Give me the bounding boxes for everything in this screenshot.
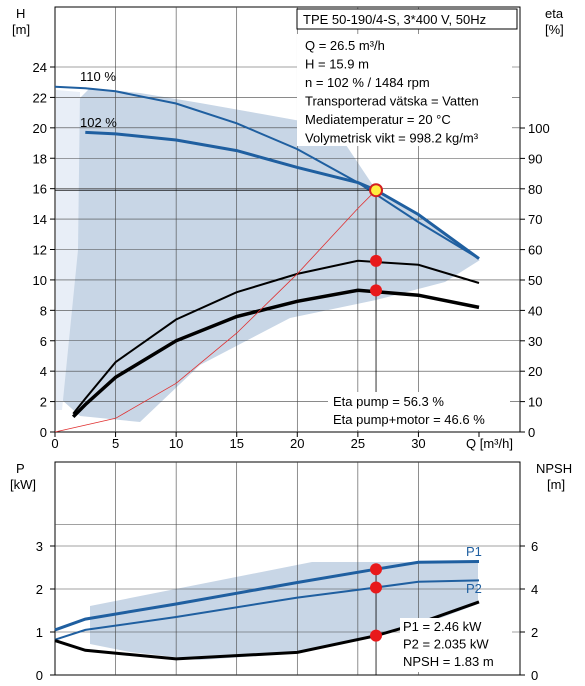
operating-area: [62, 88, 480, 422]
h-tick-label: 12: [33, 243, 47, 258]
npsh-tick-label: 2: [531, 625, 538, 640]
bottom-chart: 0 1 2 3 0 2 4 6 P [kW] NPSH [m] P1 P2 P1 = 2.46…: [10, 461, 572, 683]
h-tick-label: 4: [40, 364, 47, 379]
op-point-p2: [370, 581, 383, 594]
h-tick-label: 22: [33, 90, 47, 105]
h-curve-110: [54, 85, 480, 260]
h-tick-label: 14: [33, 212, 47, 227]
info-line: Transporterad vätska = Vatten: [305, 94, 479, 109]
eta-lines: Eta pump = 56.3 % Eta pump+motor = 46.6 %: [333, 394, 485, 427]
op-point-h: [369, 183, 384, 198]
h-tick-label: 18: [33, 151, 47, 166]
p-tick-label: 1: [36, 625, 43, 640]
top-chart: 0 5 10 15 20 25 30 Q [m³/h]02468101214161820222…: [12, 6, 564, 451]
chart-title: TPE 50-190/4-S, 3*400 V, 50Hz: [303, 12, 486, 27]
bottom-ticks: 0 1 2 3 0 2 4 6: [36, 539, 538, 683]
info-lines: Q = 26.5 m³/h H = 15.9 m n = 102 % / 1484 …: [305, 38, 479, 146]
x-tick-label: 25: [351, 436, 365, 451]
system-curve: [54, 189, 377, 433]
curve-label-110: 110 %: [80, 69, 116, 84]
h-tick-label: 6: [40, 334, 47, 349]
h-tick-label: 2: [40, 395, 47, 410]
h-tick-label: 24: [33, 60, 47, 75]
p-tick-label: 2: [36, 582, 43, 597]
info-line: Mediatemperatur = 20 °C: [305, 112, 451, 127]
info-line: Q = 26.5 m³/h: [305, 38, 385, 53]
info-line: Volymetrisk vikt = 998.2 kg/m³: [305, 131, 479, 146]
eta-tick-label: 10: [528, 395, 542, 410]
p-axis-label: P: [16, 461, 25, 476]
top-ticks: 0 5 10 15 20 25 30 Q [m³/h]02468101214161820222…: [33, 60, 550, 451]
npsh-tick-label: 0: [531, 668, 538, 683]
eta-pump-motor-curve: [71, 288, 480, 419]
bottom-info-lines: P1 = 2.46 kW P2 = 2.035 kW NPSH = 1.83 m: [403, 619, 494, 669]
eta-tick-label: 20: [528, 364, 542, 379]
curve-label-102: 102 %: [80, 115, 117, 130]
eta-tick-label: 30: [528, 334, 542, 349]
eta-tick-label: 100: [528, 121, 550, 136]
eta-box: [328, 392, 510, 430]
h-tick-label: 20: [33, 121, 47, 136]
eta-tick-label: 90: [528, 151, 542, 166]
npsh-axis-label: NPSH: [536, 461, 572, 476]
x-tick-label: 15: [229, 436, 243, 451]
npsh-tick-label: 6: [531, 539, 538, 554]
x-tick-label: 30: [411, 436, 425, 451]
op-point-npsh: [370, 629, 383, 642]
eta-tick-label: 40: [528, 303, 542, 318]
bottom-info-box: [400, 618, 512, 672]
eta-axis-unit: [%]: [545, 22, 564, 37]
operating-area-light: [56, 90, 80, 410]
h-tick-label: 0: [40, 425, 47, 440]
h-axis-label: H: [16, 6, 25, 21]
x-tick-label: 5: [112, 436, 119, 451]
eta-tick-label: 80: [528, 182, 542, 197]
eta-pump-curve: [72, 259, 480, 415]
p1-curve: [54, 560, 480, 632]
h-axis-unit: [m]: [12, 22, 30, 37]
h-tick-label: 10: [33, 273, 47, 288]
npsh-axis-unit: [m]: [547, 477, 565, 492]
npsh-tick-label: 4: [531, 582, 538, 597]
h-tick-label: 16: [33, 182, 47, 197]
info-line: H = 15.9 m: [305, 57, 369, 72]
top-curves: [54, 85, 480, 433]
eta-tick-label: 60: [528, 243, 542, 258]
eta-tick-label: 0: [528, 425, 535, 440]
bottom-info-line: NPSH = 1.83 m: [403, 654, 494, 669]
p2-curve: [54, 579, 480, 641]
x-axis-title: Q [m³/h]: [466, 436, 513, 451]
p-axis-unit: [kW]: [10, 477, 36, 492]
h-tick-label: 8: [40, 303, 47, 318]
op-point-eta-pump: [370, 254, 383, 267]
info-line: n = 102 % / 1484 rpm: [305, 75, 430, 90]
eta-tick-label: 50: [528, 273, 542, 288]
bottom-info-line: P1 = 2.46 kW: [403, 619, 482, 634]
p-tick-label: 3: [36, 539, 43, 554]
bottom-info-line: P2 = 2.035 kW: [403, 637, 489, 652]
op-point-eta-pump-motor: [370, 284, 383, 297]
eta-axis-label: eta: [545, 6, 564, 21]
eta-tick-label: 70: [528, 212, 542, 227]
op-point-p1: [370, 563, 383, 576]
info-box: [297, 34, 512, 146]
x-tick-label: 10: [169, 436, 183, 451]
p1-label: P1: [466, 544, 482, 559]
h-curve-102: [85, 130, 480, 260]
p2-label: P2: [466, 581, 482, 596]
title-box: [296, 8, 518, 30]
eta-line: Eta pump = 56.3 %: [333, 394, 444, 409]
x-tick-label: 20: [290, 436, 304, 451]
eta-line: Eta pump+motor = 46.6 %: [333, 412, 485, 427]
p-tick-label: 0: [36, 668, 43, 683]
x-tick-label: 0: [51, 436, 58, 451]
